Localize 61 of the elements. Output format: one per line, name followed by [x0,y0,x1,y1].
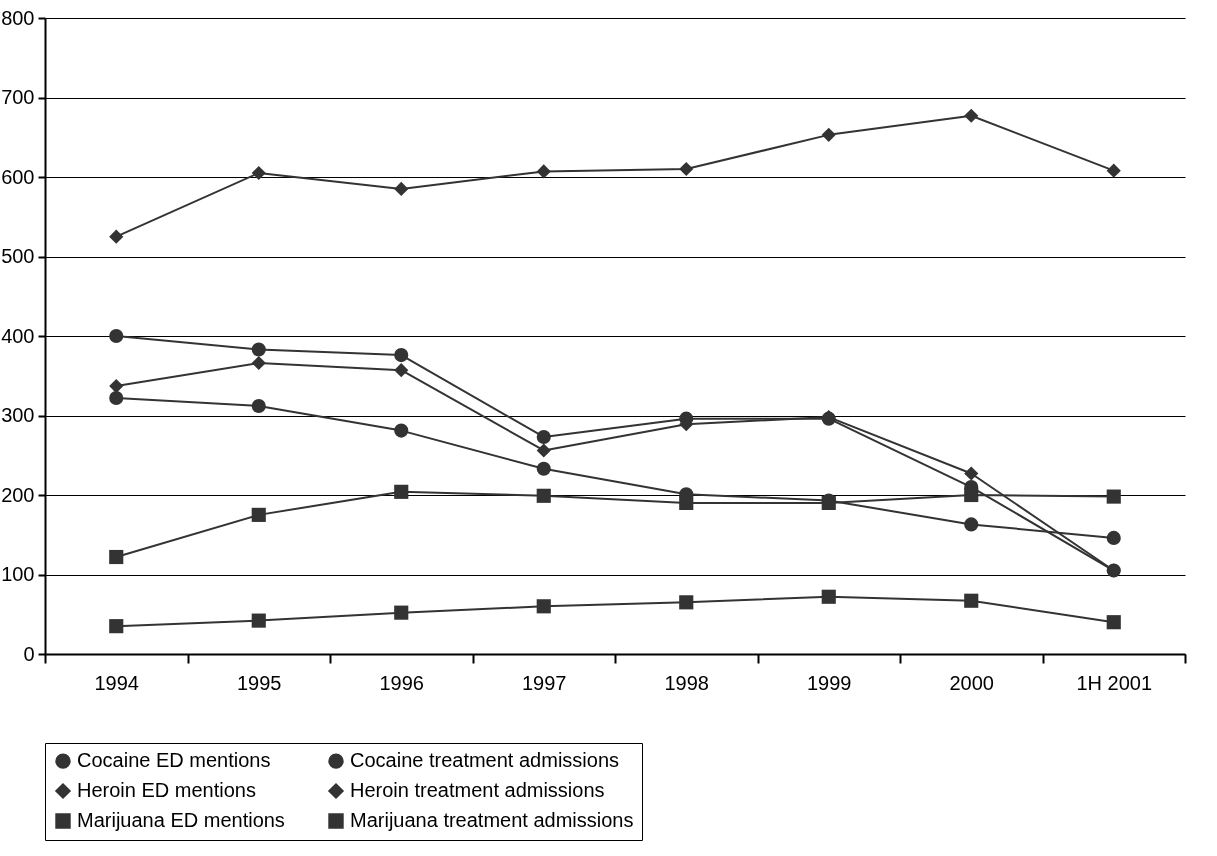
point [821,127,836,142]
y-tick-label: 700 [1,86,35,108]
point [109,229,124,244]
point [1106,163,1121,178]
x-tick-label: 1997 [522,671,567,694]
point [394,423,409,438]
point [536,599,551,614]
y-tick-label: 200 [1,483,35,506]
point [109,379,124,394]
legend-label: Heroin ED mentions [77,779,256,801]
point [536,443,551,458]
point [821,589,836,604]
point [394,348,409,363]
y-tick-label: 400 [1,324,35,347]
x-tick-label: 1996 [379,671,424,694]
point [964,487,979,503]
x-tick-label: 1994 [94,671,139,694]
legend-label: Heroin treatment admissions [350,779,605,801]
point [251,507,266,522]
point [536,164,551,179]
legend-label: Cocaine ED mentions [77,749,271,772]
y-tick-label: 600 [1,165,35,188]
point [251,165,266,181]
point [679,495,694,511]
point [536,461,551,476]
point [394,363,409,378]
legend-label: Marijuana treatment admissions [350,809,634,831]
point [251,613,266,628]
point [109,390,124,406]
point [1106,489,1121,504]
x-tick-label: 1H 2001 [1076,671,1153,694]
y-tick-label: 500 [1,245,35,267]
point [1106,615,1121,630]
point [394,181,409,196]
x-tick-label: 1999 [807,671,852,694]
point [679,161,694,177]
point [109,328,124,344]
point [1106,530,1121,545]
legend-label: Marijuana ED mentions [77,809,285,831]
x-tick-label: 2000 [949,671,994,694]
point [251,355,266,371]
x-tick-label: 1995 [237,671,282,694]
point [964,108,979,123]
y-tick-label: 100 [1,563,35,585]
y-tick-label: 0 [23,642,35,665]
point [251,398,266,414]
point [394,484,409,499]
point [964,593,979,608]
y-tick-label: 300 [1,404,35,426]
x-tick-label: 1998 [664,671,709,694]
point [536,488,551,503]
point [536,429,551,445]
point [964,517,979,532]
point [394,605,409,620]
point [109,619,124,634]
legend-label: Cocaine treatment admissions [350,749,620,772]
point [964,466,979,481]
y-tick-label: 800 [1,6,35,29]
point [109,549,124,565]
point [251,342,266,357]
point [679,595,694,610]
